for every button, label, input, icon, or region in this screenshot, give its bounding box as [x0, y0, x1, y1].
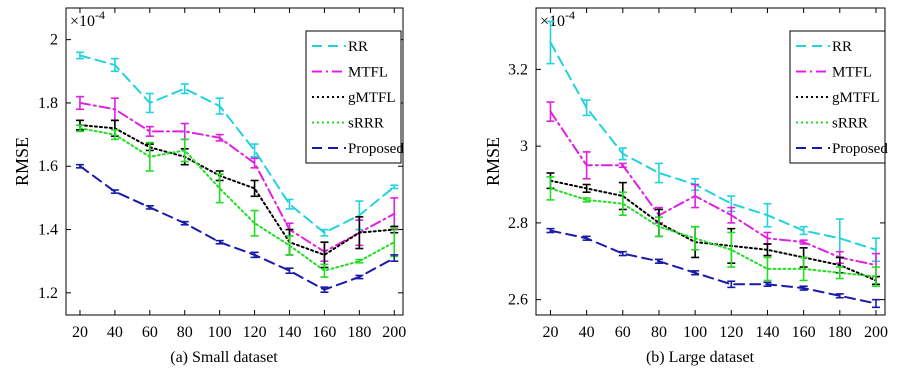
legend: RR MTFL gMTFL sRRR Proposed [305, 30, 404, 164]
axis-exponent-power: -4 [95, 8, 105, 22]
y-tick-label: 3.2 [508, 61, 528, 78]
x-tick-label: 40 [579, 324, 595, 341]
series-line [549, 41, 877, 251]
chart-panel-a: 20 40 60 80 100 120 140 160 180 200 1.2 1.4 1.6 1.8 2 ×… [12, 7, 406, 366]
axis-exponent-power: -4 [565, 8, 575, 22]
x-tick-label: 120 [719, 324, 743, 341]
x-tick-label: 20 [72, 324, 88, 341]
x-tick-label: 20 [542, 324, 558, 341]
y-tick-label: 3 [520, 138, 528, 155]
series-line [79, 54, 396, 234]
y-axis-label: RMSE [12, 137, 32, 186]
chart-caption: (b) Large dataset [646, 349, 755, 366]
y-tick-label: 2.6 [508, 292, 528, 309]
x-tick-label: 200 [382, 324, 406, 341]
y-tick-label: 2.8 [508, 215, 528, 232]
legend-label: sRRR [348, 116, 384, 132]
x-tick-label: 180 [347, 324, 371, 341]
x-tick-label: 120 [243, 324, 267, 341]
x-tick-label: 140 [278, 324, 302, 341]
x-tick-label: 80 [651, 324, 667, 341]
series-proposed [546, 227, 880, 309]
y-tick-label: 1.6 [38, 158, 58, 175]
y-tick-label: 1.2 [38, 285, 58, 302]
legend-label: MTFL [348, 65, 388, 81]
legend-box [305, 30, 402, 164]
series-line [79, 127, 396, 272]
plot-area-frame [65, 7, 404, 316]
x-tick-label: 140 [755, 324, 779, 341]
axis-exponent-label: ×10-4 [70, 8, 105, 30]
chart-caption: (a) Small dataset [170, 349, 278, 366]
legend-label: gMTFL [348, 90, 396, 106]
legend-label: MTFL [832, 65, 872, 81]
y-axis-label: RMSE [483, 137, 503, 186]
x-tick-label: 160 [312, 324, 336, 341]
legend-label: Proposed [832, 141, 888, 157]
series-line [549, 179, 877, 282]
x-tick-label: 60 [615, 324, 631, 341]
series-line [549, 187, 877, 278]
series-srrr [75, 124, 399, 278]
y-tick-label: 1.4 [38, 222, 58, 239]
x-tick-label: 100 [683, 324, 707, 341]
series-line [79, 124, 396, 257]
x-tick-label: 180 [828, 324, 852, 341]
legend-box [789, 30, 886, 164]
legend-label: gMTFL [832, 90, 880, 106]
series-proposed [75, 163, 399, 294]
x-tick-label: 200 [864, 324, 888, 341]
series-srrr [546, 176, 880, 288]
x-tick-label: 80 [177, 324, 193, 341]
series-line [79, 165, 396, 291]
x-tick-label: 100 [208, 324, 232, 341]
x-tick-label: 40 [107, 324, 123, 341]
series-line [549, 229, 877, 305]
y-tick-label: 1.8 [38, 95, 58, 112]
series-line [549, 110, 877, 267]
series-gmtfl [546, 172, 880, 286]
axis-exponent-label: ×10-4 [540, 8, 575, 30]
y-tick-label: 2 [50, 32, 58, 49]
legend: RR MTFL gMTFL sRRR Proposed [789, 30, 888, 164]
legend-label: sRRR [832, 116, 868, 132]
x-tick-label: 60 [142, 324, 158, 341]
legend-label: RR [832, 39, 852, 55]
legend-label: RR [348, 39, 368, 55]
legend-label: Proposed [348, 141, 404, 157]
chart-panel-b: 20 40 60 80 100 120 140 160 180 200 2.6 2.8 3 3.2 ×10-… [483, 7, 888, 366]
series-line [79, 101, 396, 253]
x-tick-label: 160 [792, 324, 816, 341]
